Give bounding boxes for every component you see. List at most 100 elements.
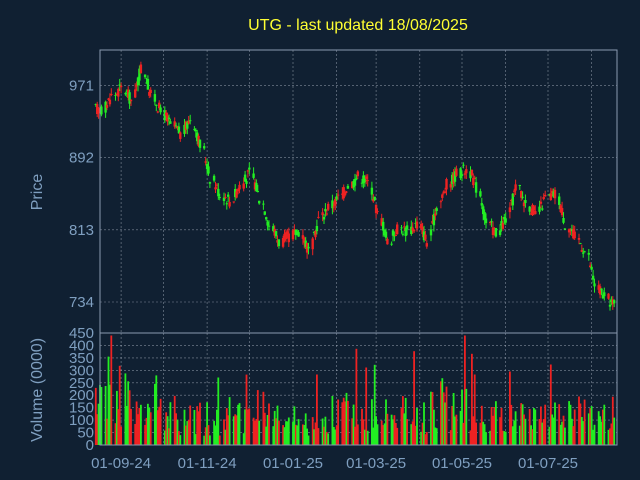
candle-body xyxy=(248,167,251,170)
candle-body xyxy=(187,120,190,124)
chart-title: UTG - last updated 18/08/2025 xyxy=(248,17,468,34)
candle-body xyxy=(267,225,271,227)
candle-body xyxy=(139,64,143,74)
candle-body xyxy=(404,227,407,236)
candle-body xyxy=(281,238,285,247)
volume-bar xyxy=(287,417,290,445)
volume-bar xyxy=(440,381,442,445)
volume-bar xyxy=(273,410,276,445)
candle-body xyxy=(386,239,389,245)
volume-bar xyxy=(265,426,268,445)
volume-bar xyxy=(431,392,434,445)
volume-bar xyxy=(130,409,132,445)
candle-body xyxy=(138,68,141,81)
candle-body xyxy=(265,217,268,220)
volume-bar xyxy=(109,384,111,445)
candle-body xyxy=(196,132,199,142)
volume-bar xyxy=(254,420,256,445)
volume-bar xyxy=(234,414,237,445)
volume-bar xyxy=(434,427,437,445)
volume-bar xyxy=(558,404,561,445)
volume-bar xyxy=(410,424,413,445)
volume-tick-label: 350 xyxy=(69,350,94,367)
volume-bar xyxy=(175,413,177,445)
volume-bar xyxy=(158,406,161,445)
candle-body xyxy=(421,227,424,235)
candle-body xyxy=(401,233,405,235)
volume-bar xyxy=(163,430,166,445)
candle-body xyxy=(572,229,575,239)
volume-bar xyxy=(495,401,497,445)
candle-body xyxy=(370,187,374,195)
candle-body xyxy=(224,197,227,199)
candle-body xyxy=(411,227,414,231)
candle-body xyxy=(276,240,279,243)
candle-body xyxy=(539,201,543,204)
candle-body xyxy=(238,184,241,190)
candle-body xyxy=(504,218,507,223)
volume-bar xyxy=(325,431,328,445)
candle-body xyxy=(374,204,378,214)
volume-bar xyxy=(451,406,454,445)
candle-body xyxy=(560,208,564,216)
volume-bar xyxy=(173,395,176,445)
candle-body xyxy=(529,213,533,215)
candle-body xyxy=(424,234,427,240)
candle-body xyxy=(149,89,152,93)
volume-bar xyxy=(183,409,186,445)
candle-body xyxy=(465,169,468,174)
volume-bar xyxy=(483,424,486,445)
candle-body xyxy=(255,182,258,192)
candle-body xyxy=(500,221,503,226)
volume-bar xyxy=(390,414,393,445)
candle-body xyxy=(305,243,309,253)
candle-body xyxy=(208,182,212,184)
candle-body xyxy=(362,175,365,184)
volume-bar xyxy=(266,415,269,445)
volume-bar xyxy=(521,404,524,445)
volume-bar xyxy=(499,417,501,445)
volume-bar xyxy=(578,396,580,445)
candle-body xyxy=(166,115,169,122)
volume-bar xyxy=(258,420,261,445)
volume-bar xyxy=(351,418,354,445)
x-tick-label: 01-03-25 xyxy=(346,455,406,472)
candle-body xyxy=(460,174,464,176)
candle-body xyxy=(225,203,228,205)
candle-body xyxy=(327,203,330,210)
candle-body xyxy=(286,231,289,235)
candle-body xyxy=(291,230,295,240)
volume-bar xyxy=(551,414,554,445)
volume-bar xyxy=(276,405,279,445)
candle-body xyxy=(297,232,300,237)
candle-body xyxy=(153,94,157,102)
volume-bar xyxy=(611,396,614,445)
volume-bar xyxy=(206,402,208,445)
candle-body xyxy=(218,197,221,198)
volume-bar xyxy=(296,425,299,445)
volume-bar xyxy=(538,419,541,445)
candle-body xyxy=(551,190,554,193)
volume-bar xyxy=(207,425,210,445)
candle-body xyxy=(311,238,314,250)
volume-bar xyxy=(209,435,211,445)
candle-body xyxy=(353,179,357,186)
candle-body xyxy=(452,173,455,184)
volume-bar xyxy=(137,414,139,445)
candle-body xyxy=(117,88,120,97)
volume-bar xyxy=(314,422,317,445)
volume-bar xyxy=(283,427,286,445)
volume-bar xyxy=(247,409,249,445)
volume-bar xyxy=(569,404,572,445)
volume-bar xyxy=(154,383,156,445)
volume-bar xyxy=(382,425,385,445)
volume-bar xyxy=(117,409,120,445)
candle-body xyxy=(531,204,534,215)
candle-body xyxy=(287,233,290,243)
volume-tick-label: 250 xyxy=(69,375,94,392)
candle-body xyxy=(482,206,485,215)
candle-body xyxy=(422,231,426,241)
candle-body xyxy=(470,169,474,176)
candle-body xyxy=(245,181,248,184)
